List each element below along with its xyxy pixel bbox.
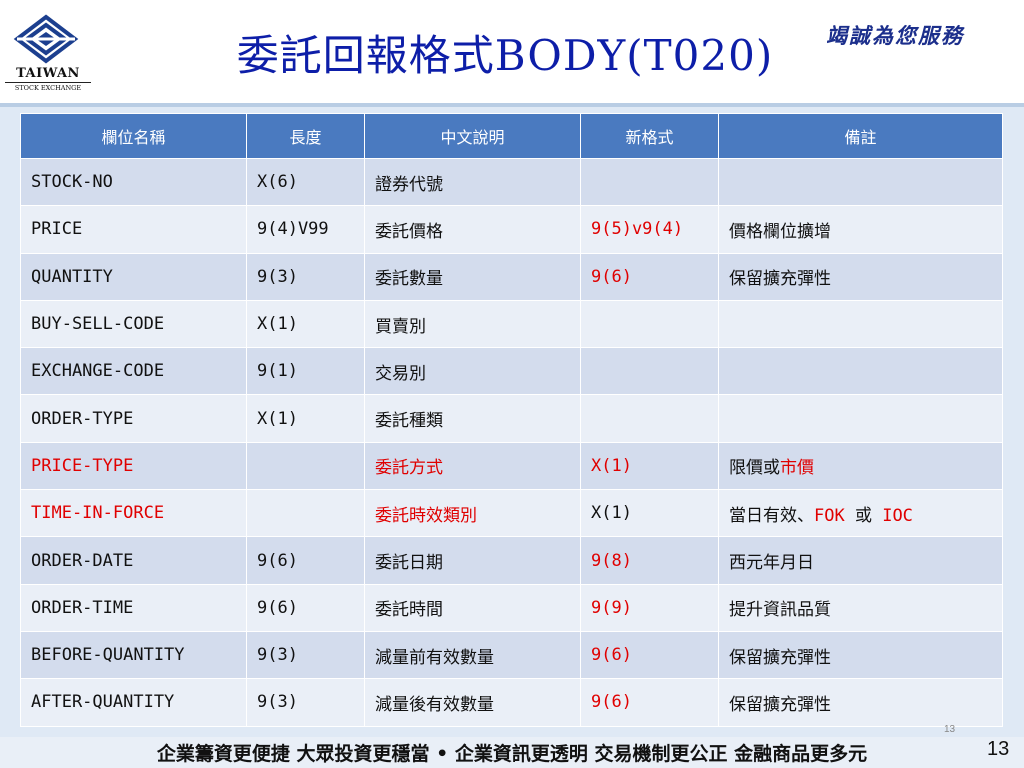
cell-field-name: BEFORE-QUANTITY: [20, 630, 247, 680]
cell-note: 保留擴充彈性: [718, 630, 1003, 680]
note-text: 當日有效、: [729, 505, 814, 526]
cell-note: [718, 299, 1003, 349]
cell-note: [718, 394, 1003, 443]
cell-field-name: ORDER-TIME: [20, 583, 247, 632]
cell-note: 保留擴充彈性: [718, 252, 1003, 301]
column-header-note: 備註: [718, 113, 1003, 159]
cell-new-format: 9(9): [580, 583, 719, 632]
table-row: ORDER-DATE 9(6) 委託日期 9(8) 西元年月日: [20, 536, 1003, 585]
cell-new-format: [580, 299, 719, 349]
table-row: TIME-IN-FORCE 委託時效類別 X(1) 當日有效、FOK 或 IOC: [20, 489, 1003, 538]
note-highlight-ioc: IOC: [882, 505, 913, 526]
cell-new-format: [580, 394, 719, 443]
footer-bar: [0, 737, 1024, 768]
note-text: 限價或: [729, 458, 780, 479]
cell-new-format: 9(5)v9(4): [580, 205, 719, 254]
table-row: EXCHANGE-CODE 9(1) 交易別: [20, 347, 1003, 396]
cell-note: 保留擴充彈性: [718, 678, 1003, 727]
table-row: BEFORE-QUANTITY 9(3) 減量前有效數量 9(6) 保留擴充彈性: [20, 630, 1003, 680]
cell-description: 委託價格: [364, 205, 581, 254]
table-header-row: 欄位名稱 長度 中文說明 新格式 備註: [20, 113, 1003, 159]
cell-description: 委託種類: [364, 394, 581, 443]
cell-length: 9(3): [246, 252, 365, 301]
table-row: QUANTITY 9(3) 委託數量 9(6) 保留擴充彈性: [20, 252, 1003, 301]
column-header-field-name: 欄位名稱: [20, 113, 247, 159]
note-text: 或: [844, 505, 883, 526]
cell-new-format: [580, 157, 719, 207]
cell-new-format: 9(6): [580, 678, 719, 727]
cell-length: X(1): [246, 299, 365, 349]
slogan: 竭誠為您服務: [826, 23, 964, 48]
cell-note: 當日有效、FOK 或 IOC: [718, 489, 1003, 538]
cell-length: X(1): [246, 394, 365, 443]
cell-length: 9(3): [246, 630, 365, 680]
cell-field-name: STOCK-NO: [20, 157, 247, 207]
slide-title: 委託回報格式BODY(T020): [236, 31, 774, 80]
column-header-length: 長度: [246, 113, 365, 159]
page-number-small: 13: [944, 724, 956, 735]
cell-length: 9(3): [246, 678, 365, 727]
cell-new-format: X(1): [580, 441, 719, 491]
table-row: AFTER-QUANTITY 9(3) 減量後有效數量 9(6) 保留擴充彈性: [20, 678, 1003, 727]
cell-field-name: EXCHANGE-CODE: [20, 347, 247, 396]
cell-note: 西元年月日: [718, 536, 1003, 585]
table-row: STOCK-NO X(6) 證券代號: [20, 157, 1003, 207]
table-row: BUY-SELL-CODE X(1) 買賣別: [20, 299, 1003, 349]
field-table: 欄位名稱 長度 中文說明 新格式 備註 STOCK-NO X(6) 證券代號 P…: [20, 113, 1003, 727]
cell-note: [718, 347, 1003, 396]
cell-description: 減量前有效數量: [364, 630, 581, 680]
twse-logo: TAIWAN STOCK EXCHANGE: [5, 14, 91, 94]
cell-field-name: PRICE: [20, 205, 247, 254]
cell-description: 委託日期: [364, 536, 581, 585]
cell-description: 委託方式: [364, 441, 581, 491]
header-divider: [0, 103, 1024, 107]
note-highlight: 市價: [780, 458, 814, 479]
cell-new-format: 9(8): [580, 536, 719, 585]
cell-note: 限價或市價: [718, 441, 1003, 491]
cell-length: 9(6): [246, 536, 365, 585]
cell-note: [718, 157, 1003, 207]
column-header-description: 中文說明: [364, 113, 581, 159]
cell-new-format: X(1): [580, 489, 719, 538]
cell-description: 委託時效類別: [364, 489, 581, 538]
cell-note: 提升資訊品質: [718, 583, 1003, 632]
table-row: PRICE 9(4)V99 委託價格 9(5)v9(4) 價格欄位擴增: [20, 205, 1003, 254]
cell-field-name: ORDER-TYPE: [20, 394, 247, 443]
cell-description: 委託數量: [364, 252, 581, 301]
cell-field-name: ORDER-DATE: [20, 536, 247, 585]
cell-length: [246, 489, 365, 538]
cell-length: [246, 441, 365, 491]
column-header-new-format: 新格式: [580, 113, 719, 159]
note-highlight-fok: FOK: [814, 505, 845, 526]
cell-note: 價格欄位擴增: [718, 205, 1003, 254]
cell-length: 9(6): [246, 583, 365, 632]
cell-description: 交易別: [364, 347, 581, 396]
cell-length: 9(1): [246, 347, 365, 396]
cell-length: X(6): [246, 157, 365, 207]
cell-new-format: [580, 347, 719, 396]
cell-field-name: QUANTITY: [20, 252, 247, 301]
table-row: PRICE-TYPE 委託方式 X(1) 限價或市價: [20, 441, 1003, 491]
cell-description: 委託時間: [364, 583, 581, 632]
footer-slogan: 企業籌資更便捷 大眾投資更穩當 • 企業資訊更透明 交易機制更公正 金融商品更多…: [156, 743, 868, 765]
cell-new-format: 9(6): [580, 252, 719, 301]
cell-description: 證券代號: [364, 157, 581, 207]
cell-field-name: PRICE-TYPE: [20, 441, 247, 491]
twse-logo-icon: [13, 14, 79, 64]
cell-description: 減量後有效數量: [364, 678, 581, 727]
cell-description: 買賣別: [364, 299, 581, 349]
cell-field-name: BUY-SELL-CODE: [20, 299, 247, 349]
logo-subtitle: STOCK EXCHANGE: [5, 82, 91, 92]
page-number: 13: [987, 738, 1010, 760]
cell-field-name: TIME-IN-FORCE: [20, 489, 247, 538]
table-row: ORDER-TYPE X(1) 委託種類: [20, 394, 1003, 443]
logo-name: TAIWAN: [16, 66, 80, 81]
table-row: ORDER-TIME 9(6) 委託時間 9(9) 提升資訊品質: [20, 583, 1003, 632]
cell-length: 9(4)V99: [246, 205, 365, 254]
cell-field-name: AFTER-QUANTITY: [20, 678, 247, 727]
cell-new-format: 9(6): [580, 630, 719, 680]
